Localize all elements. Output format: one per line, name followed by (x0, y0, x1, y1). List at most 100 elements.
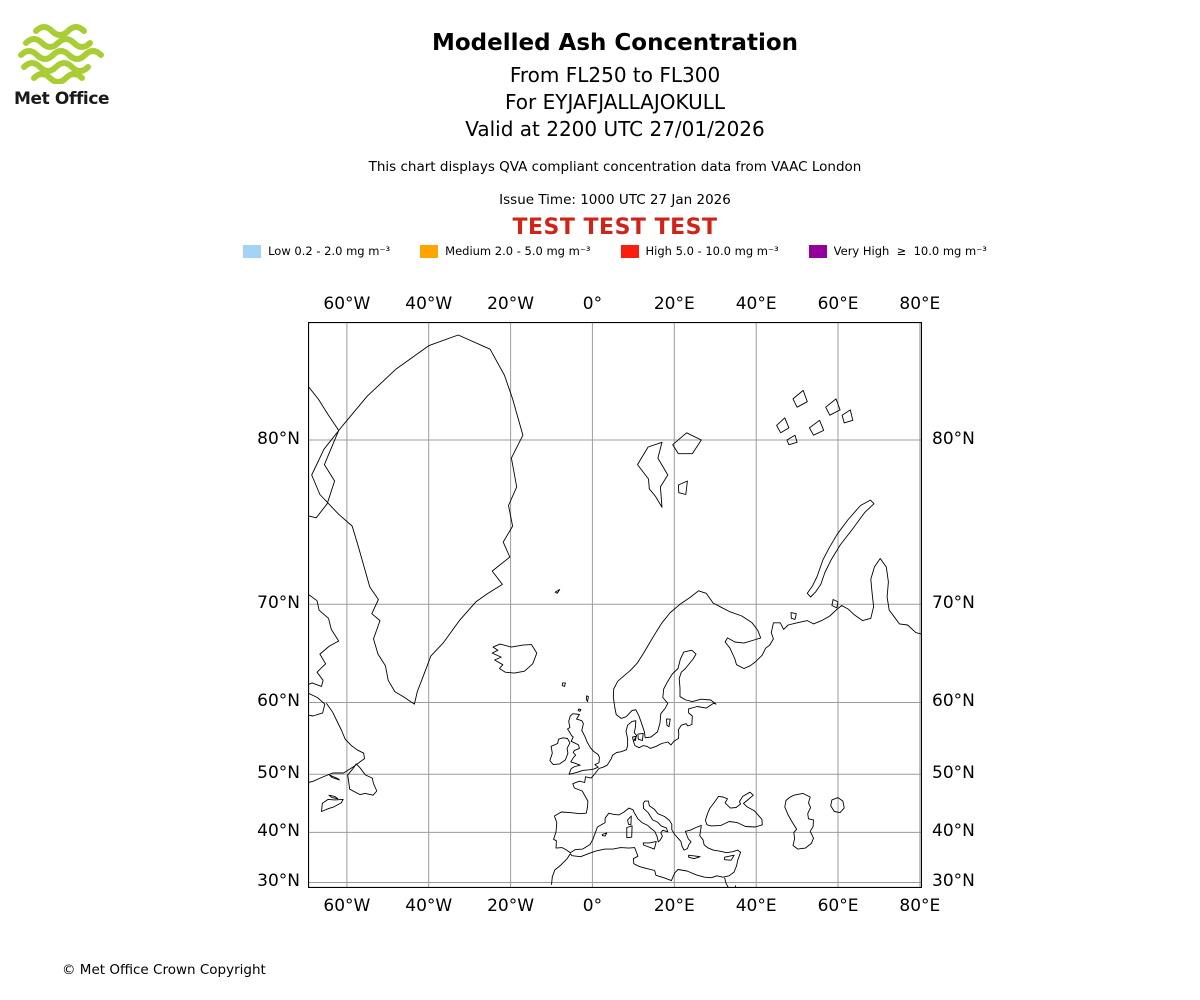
lat-tick-label-left: 60°N (257, 691, 300, 712)
coastline-vaygach (831, 599, 839, 609)
lon-tick-label-top: 20°E (653, 294, 695, 314)
coastline-black-sea (704, 791, 763, 828)
coastline-shetland (585, 695, 589, 703)
map-border (307, 321, 923, 889)
coastline-jan-mayen (554, 589, 561, 594)
coastline-gotland (666, 718, 671, 728)
coastline-franz-josef-a (776, 417, 790, 434)
lat-tick-label-right: 50°N (932, 763, 975, 784)
coastline-suez (724, 877, 729, 888)
coastline-greenland (311, 334, 524, 705)
coastline-eurasia-mainland (553, 558, 922, 854)
coastline-zealand (637, 732, 644, 742)
lon-tick-label-bottom: 20°E (653, 896, 695, 916)
lon-tick-label-bottom: 20°W (487, 896, 535, 916)
lon-tick-label-top: 20°W (487, 294, 535, 314)
coastline-iceland (491, 643, 538, 674)
lon-tick-label-top: 40°E (735, 294, 777, 314)
legend-label: Very High ≥ 10.0 mg m⁻³ (833, 244, 987, 258)
lat-tick-label-left: 80°N (257, 428, 300, 449)
lat-tick-label-left: 50°N (257, 763, 300, 784)
coastline-franz-josef-b (792, 389, 808, 408)
coastline-cyprus (724, 854, 735, 861)
lon-tick-label-top: 40°W (405, 294, 453, 314)
coastline-ungava (308, 692, 326, 717)
coastline-crete (688, 854, 701, 860)
lat-tick-label-left: 70°N (257, 593, 300, 614)
coastline-aral-sea (830, 797, 845, 814)
met-office-logo-text: Met Office (14, 89, 110, 109)
subtitle-line: From FL250 to FL300 (509, 63, 721, 87)
coastline-kolguev (790, 612, 797, 620)
coastline-franz-josef-e (786, 434, 798, 446)
coastline-sicily (642, 840, 657, 850)
coastline-great-britain (567, 713, 600, 775)
coastline-baffin (308, 593, 340, 687)
coastline-svalbard-edgeoya (677, 480, 688, 495)
coastline-fyn (632, 735, 637, 742)
legend-label: High 5.0 - 10.0 mg m⁻³ (645, 244, 779, 258)
compliance-note: This chart displays QVA compliant concen… (368, 159, 862, 175)
issue-time: Issue Time: 1000 UTC 27 Jan 2026 (499, 192, 731, 208)
lon-tick-label-top: 0° (582, 294, 603, 314)
lat-tick-label-right: 30°N (932, 871, 975, 892)
lat-tick-label-right: 80°N (932, 428, 975, 449)
coastline-franz-josef-c (808, 419, 825, 436)
coastline-nova-scotia (321, 798, 344, 812)
lon-tick-label-top: 60°E (817, 294, 859, 314)
lat-tick-label-left: 40°N (257, 821, 300, 842)
legend-item: Very High ≥ 10.0 mg m⁻³ (808, 244, 987, 258)
met-office-logo: Met Office (14, 22, 118, 109)
coastline-ellesmere (308, 385, 340, 519)
coastline-labrador (308, 703, 365, 784)
legend-item: High 5.0 - 10.0 mg m⁻³ (620, 244, 779, 258)
test-banner: TEST TEST TEST (512, 215, 718, 240)
lat-tick-label-right: 40°N (932, 821, 975, 842)
legend-swatch (420, 244, 439, 258)
map-canvas (307, 321, 923, 889)
legend-label: Low 0.2 - 2.0 mg m⁻³ (268, 244, 391, 258)
legend-swatch (243, 244, 262, 258)
lat-tick-label-right: 60°N (932, 691, 975, 712)
legend-swatch (808, 244, 827, 258)
met-office-logo-waves-icon (18, 24, 104, 85)
coastline-newfoundland (347, 763, 378, 796)
coastline-orkney (577, 708, 582, 712)
legend-item: Low 0.2 - 2.0 mg m⁻³ (243, 244, 390, 258)
coastline-faroe (561, 682, 566, 687)
legend-item: Medium 2.0 - 5.0 mg m⁻³ (420, 244, 591, 258)
lon-tick-label-top: 60°W (323, 294, 371, 314)
coastline-prince-edward (328, 794, 339, 800)
coastline-corsica (627, 815, 632, 826)
lon-tick-label-bottom: 60°W (323, 896, 371, 916)
coastline-svalbard-nordaustlandet (672, 432, 702, 455)
coastline-novaya-zemlya (806, 499, 875, 598)
subtitle-block: From FL250 to FL300 For EYJAFJALLAJOKULL V… (30, 62, 1200, 143)
lon-tick-label-bottom: 40°W (405, 896, 453, 916)
lon-tick-label-bottom: 60°E (817, 896, 859, 916)
lat-tick-label-left: 30°N (257, 871, 300, 892)
coastline-ireland (549, 737, 571, 766)
legend: Low 0.2 - 2.0 mg m⁻³ Medium 2.0 - 5.0 mg … (30, 244, 1200, 258)
page-title: Modelled Ash Concentration (431, 30, 799, 56)
graticule (308, 322, 922, 888)
coastlines (308, 334, 922, 888)
subtitle-line: For EYJAFJALLAJOKULL (505, 90, 725, 114)
coastline-svalbard-spitsbergen (637, 441, 669, 508)
lon-tick-label-bottom: 0° (582, 896, 603, 916)
legend-swatch (620, 244, 639, 258)
subtitle-line: Valid at 2200 UTC 27/01/2026 (465, 117, 765, 141)
lon-tick-label-bottom: 80°E (899, 896, 941, 916)
coastline-mediterranean-africa (551, 800, 742, 885)
coastline-mallorca (601, 832, 608, 837)
lat-tick-label-right: 70°N (932, 593, 975, 614)
legend-label: Medium 2.0 - 5.0 mg m⁻³ (445, 244, 591, 258)
lon-tick-label-top: 80°E (899, 294, 941, 314)
lon-tick-label-bottom: 40°E (735, 896, 777, 916)
coastline-sardinia (626, 825, 633, 839)
coastline-anticosti (328, 774, 340, 781)
map-frame (307, 321, 923, 889)
coastline-franz-josef-f (841, 409, 854, 424)
copyright-note: © Met Office Crown Copyright (62, 962, 266, 978)
